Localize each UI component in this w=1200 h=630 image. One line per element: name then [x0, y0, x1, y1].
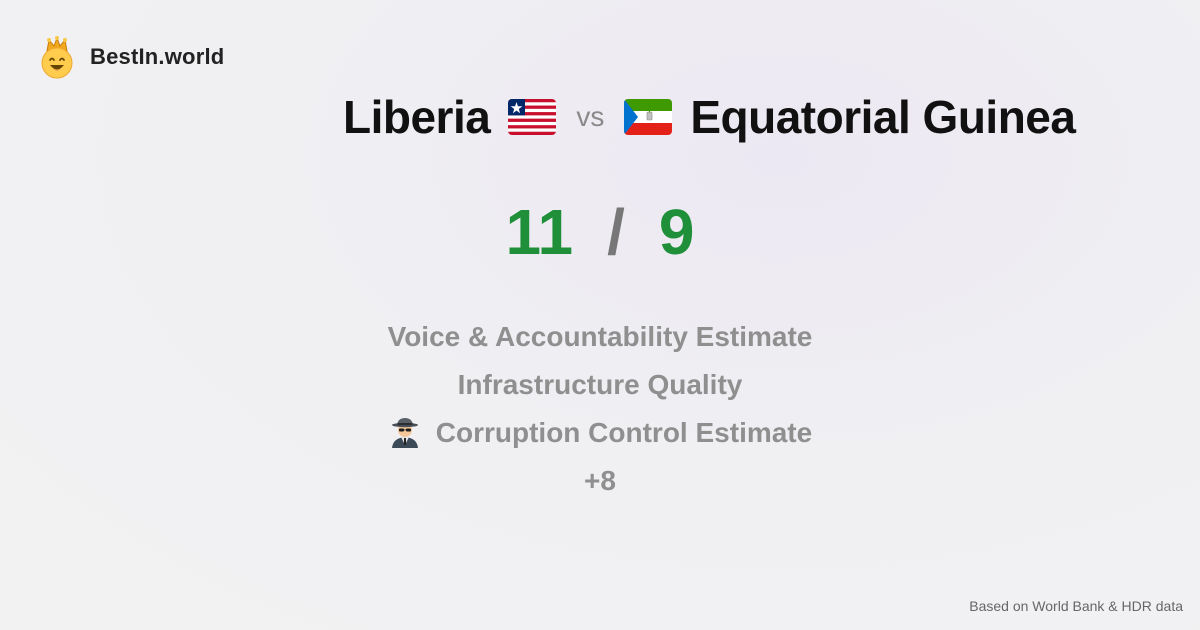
data-source-note: Based on World Bank & HDR data: [969, 598, 1183, 614]
brand-name: BestIn.world: [90, 44, 225, 69]
more-label: +8: [584, 465, 616, 496]
crowned-smiley-icon: [41, 36, 73, 79]
metric-label: Infrastructure Quality: [457, 369, 743, 400]
score-comparison: 11 / 9: [0, 195, 1200, 269]
right-score: 9: [658, 196, 695, 268]
vs-label: vs: [576, 101, 605, 132]
comparison-title: Liberia vs Equatorial Guinea: [343, 88, 1076, 146]
metric-list: Voice & Accountability Estimate Infrastr…: [0, 313, 1200, 505]
metric-label: Corruption Control Estimate: [435, 417, 813, 448]
left-country-name[interactable]: Liberia: [343, 91, 491, 143]
detective-icon: [391, 418, 418, 448]
score-separator: /: [607, 196, 625, 268]
more-metrics-count[interactable]: +8: [0, 457, 1200, 505]
metric-item[interactable]: Infrastructure Quality: [0, 361, 1200, 409]
metric-item[interactable]: Corruption Control Estimate: [0, 409, 1200, 457]
left-score: 11: [505, 196, 574, 268]
metric-label: Voice & Accountability Estimate: [387, 321, 813, 352]
equatorial-guinea-flag-icon: [624, 99, 673, 135]
liberia-flag-icon: [508, 99, 557, 135]
brand-logo[interactable]: BestIn.world: [38, 35, 224, 79]
right-country-name[interactable]: Equatorial Guinea: [690, 91, 1076, 143]
metric-item[interactable]: Voice & Accountability Estimate: [0, 313, 1200, 361]
